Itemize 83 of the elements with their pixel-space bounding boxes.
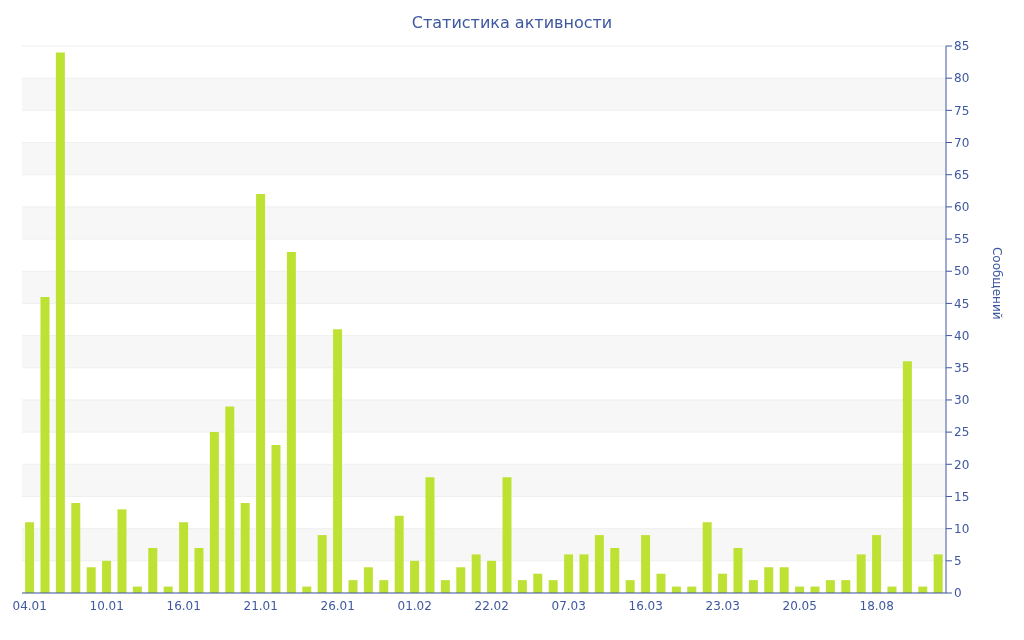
bar <box>625 580 635 593</box>
x-tick-label: 16.01 <box>166 598 201 613</box>
bar <box>194 547 204 593</box>
bar <box>333 329 343 593</box>
x-tick-label: 01.02 <box>397 598 432 613</box>
bar <box>487 560 497 593</box>
bar <box>517 580 527 593</box>
bar <box>825 580 835 593</box>
bar <box>856 554 866 593</box>
bar <box>86 567 96 593</box>
bar <box>209 432 219 593</box>
y-tick-label: 75 <box>954 103 970 118</box>
bar <box>271 444 281 593</box>
y-tick-label: 35 <box>954 361 970 376</box>
bar <box>348 580 358 593</box>
bar <box>179 522 189 593</box>
bar <box>425 477 435 593</box>
bar <box>564 554 574 593</box>
bar <box>748 580 758 593</box>
bar <box>55 52 65 593</box>
bar <box>656 573 666 593</box>
y-tick-label: 55 <box>954 232 970 247</box>
bar <box>641 535 651 593</box>
bar <box>610 547 620 593</box>
bar <box>902 361 912 593</box>
bar <box>579 554 589 593</box>
bar <box>71 502 81 593</box>
x-tick-label: 21.01 <box>243 598 278 613</box>
y-tick-label: 85 <box>954 39 970 54</box>
bar <box>117 509 127 593</box>
bar <box>25 522 35 593</box>
bar <box>841 580 851 593</box>
bar <box>872 535 882 593</box>
bar <box>702 522 712 593</box>
y-tick-label: 10 <box>954 521 970 536</box>
x-tick-label: 23.03 <box>705 598 740 613</box>
y-tick-label: 60 <box>954 200 970 215</box>
x-tick-label: 18.08 <box>859 598 894 613</box>
bar <box>363 567 373 593</box>
y-tick-label: 80 <box>954 71 970 86</box>
bar <box>240 502 250 593</box>
y-tick-label: 30 <box>954 393 970 408</box>
bar <box>148 547 158 593</box>
bar <box>594 535 604 593</box>
bar <box>718 573 728 593</box>
y-tick-label: 0 <box>954 586 962 601</box>
y-tick-label: 15 <box>954 489 970 504</box>
y-tick-label: 40 <box>954 328 970 343</box>
bar <box>286 251 296 593</box>
y-tick-label: 20 <box>954 457 970 472</box>
x-tick-label: 26.01 <box>320 598 355 613</box>
x-tick-label: 04.01 <box>12 598 47 613</box>
bar <box>40 296 50 593</box>
x-tick-label: 16.03 <box>628 598 663 613</box>
chart-title: Статистика активности <box>410 12 614 34</box>
y-tick-label: 65 <box>954 167 970 182</box>
bar <box>548 580 558 593</box>
bar <box>102 560 112 593</box>
x-tick-label: 07.03 <box>551 598 586 613</box>
y-tick-label: 70 <box>954 135 970 150</box>
bar <box>379 580 389 593</box>
bar <box>779 567 789 593</box>
x-tick-label: 22.02 <box>474 598 509 613</box>
bar <box>471 554 481 593</box>
y-tick-label: 25 <box>954 425 970 440</box>
bar <box>317 535 327 593</box>
bar <box>410 560 420 593</box>
bar <box>225 406 235 593</box>
x-tick-label: 20.05 <box>782 598 817 613</box>
bar <box>256 194 266 593</box>
y-tick-label: 50 <box>954 264 970 279</box>
y-axis-title: Сообщений <box>989 246 1004 320</box>
bar <box>456 567 466 593</box>
bar <box>440 580 450 593</box>
bar <box>733 547 743 593</box>
y-tick-label: 5 <box>954 554 962 569</box>
bar <box>394 515 404 593</box>
bar <box>933 554 943 593</box>
x-tick-label: 10.01 <box>89 598 124 613</box>
bar <box>764 567 774 593</box>
bar <box>502 477 512 593</box>
bar <box>533 573 543 593</box>
y-tick-label: 45 <box>954 296 970 311</box>
